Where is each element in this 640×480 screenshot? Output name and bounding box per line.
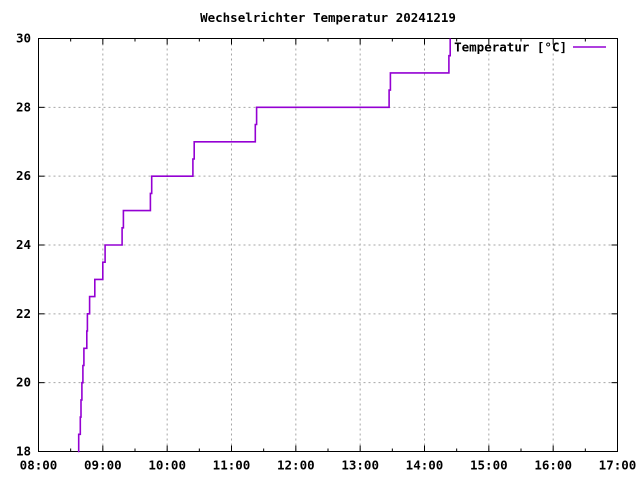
- gridlines: [38, 38, 618, 452]
- chart-title: Wechselrichter Temperatur 20241219: [200, 10, 456, 25]
- axis-labels: 08:00 09:00 10:00 11:00 12:00 13:00 14:00 15:00…: [16, 31, 636, 473]
- legend-label: Temperatur [°C]: [454, 40, 567, 55]
- x-tick-label: 16:00: [534, 458, 572, 473]
- x-tick-label: 14:00: [406, 458, 444, 473]
- y-tick-label: 28: [16, 99, 31, 114]
- x-tick-label: 08:00: [20, 458, 58, 473]
- x-tick-label: 09:00: [84, 458, 122, 473]
- x-tick-label: 12:00: [277, 458, 315, 473]
- x-tick-label: 17:00: [599, 458, 637, 473]
- y-tick-label: 26: [16, 168, 31, 183]
- temperature-series-line: [77, 38, 451, 453]
- plot-border: [38, 38, 618, 452]
- y-tick-label: 24: [16, 237, 31, 252]
- x-tick-label: 11:00: [213, 458, 251, 473]
- x-tick-label: 15:00: [470, 458, 508, 473]
- y-tick-label: 20: [16, 375, 31, 390]
- y-tick-label: 22: [16, 306, 31, 321]
- y-tick-label: 30: [16, 31, 31, 46]
- legend-background: [452, 39, 614, 54]
- y-tick-label: 18: [16, 444, 31, 459]
- x-tick-label: 13:00: [341, 458, 379, 473]
- x-tick-label: 10:00: [148, 458, 186, 473]
